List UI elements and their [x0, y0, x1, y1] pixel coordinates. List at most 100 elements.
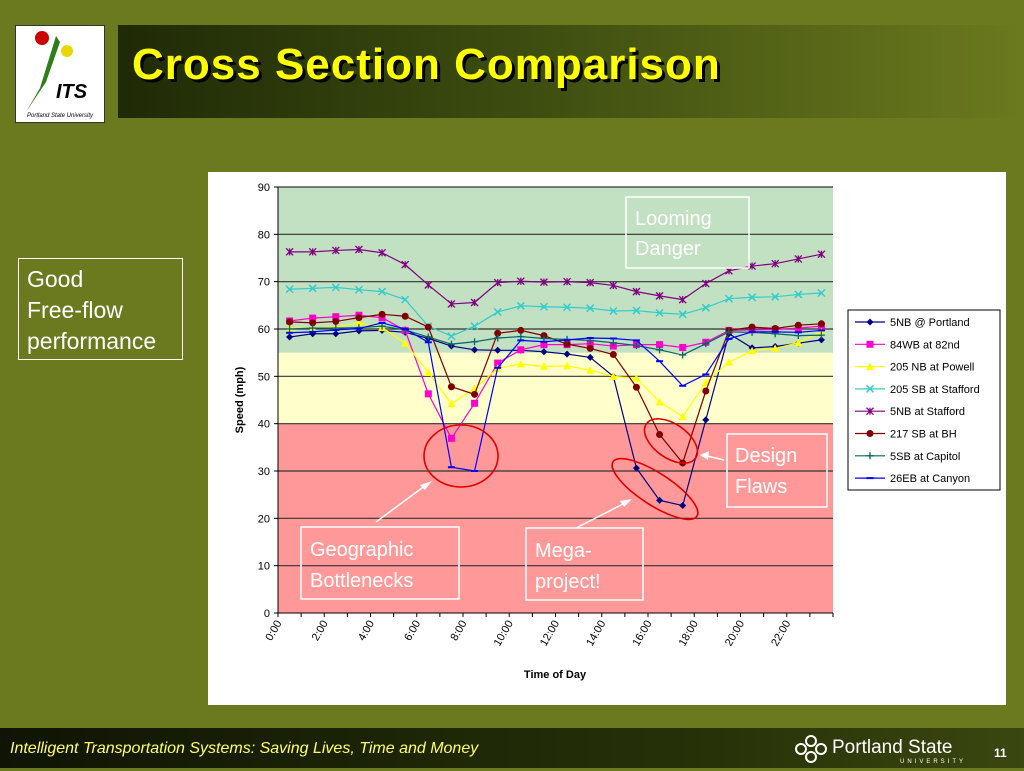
- legend-item: 205 SB at Stafford: [855, 384, 980, 396]
- data-point: [309, 324, 317, 332]
- series-line: [289, 325, 822, 356]
- data-point: [354, 285, 363, 294]
- x-tick-label: 10:00: [492, 619, 516, 649]
- data-point: [865, 384, 875, 393]
- data-point: [656, 431, 664, 439]
- arrow-bottleneck: [375, 484, 427, 523]
- annotation-line: Bottlenecks: [310, 570, 413, 592]
- data-point: [817, 336, 825, 344]
- data-point: [655, 397, 664, 406]
- data-point: [656, 360, 664, 363]
- arrow-head-design: [700, 451, 709, 460]
- series-3: [285, 283, 826, 341]
- legend-item: 205 NB at Powell: [855, 362, 974, 374]
- psu-subtext: UNIVERSITY: [900, 759, 966, 765]
- data-point: [471, 390, 479, 398]
- data-point: [424, 341, 432, 344]
- data-point: [771, 292, 780, 301]
- data-point: [447, 466, 455, 469]
- data-point: [586, 336, 594, 339]
- data-point: [866, 477, 874, 480]
- y-tick-label: 10: [258, 561, 270, 573]
- arrow-head-mega: [620, 499, 632, 507]
- data-point: [748, 346, 757, 355]
- data-point: [817, 331, 825, 339]
- data-point: [655, 291, 664, 300]
- data-point: [516, 277, 525, 286]
- data-point: [817, 288, 826, 298]
- data-point: [494, 334, 502, 342]
- data-point: [771, 325, 779, 333]
- data-point: [285, 285, 294, 294]
- data-point: [866, 430, 874, 437]
- data-point: [866, 452, 874, 460]
- its-logo: ITS Portland State University: [15, 25, 105, 123]
- series-5: [286, 310, 825, 467]
- data-point: [517, 326, 525, 334]
- data-point: [679, 351, 687, 359]
- data-point: [678, 310, 687, 319]
- legend: 5NB @ Portland 84WB at 82nd 205 NB at Powe…: [847, 309, 1001, 491]
- data-point: [332, 330, 340, 338]
- legend-item: 5NB @ Portland: [855, 317, 970, 329]
- data-point: [401, 339, 410, 347]
- data-point: [678, 412, 687, 421]
- footer-bar: [0, 728, 1024, 768]
- data-point: [866, 340, 874, 348]
- data-point: [424, 333, 432, 341]
- data-point: [517, 346, 525, 354]
- x-tick-label: 16:00: [630, 619, 654, 649]
- data-point: [702, 387, 710, 395]
- legend-label: 84WB at 82nd: [890, 339, 960, 351]
- data-point: [447, 434, 455, 442]
- data-point: [701, 303, 710, 312]
- legend-item: 5SB at Capitol: [855, 451, 960, 463]
- legend-item: 217 SB at BH: [855, 429, 957, 441]
- data-point: [724, 358, 733, 366]
- x-tick-label: 2:00: [310, 619, 331, 644]
- its-logo-graphic: ITS Portland State University: [26, 31, 94, 119]
- data-point: [609, 339, 617, 347]
- psu-emblem-icon: [795, 735, 827, 763]
- data-point: [678, 295, 687, 304]
- data-point: [794, 331, 802, 334]
- x-tick-label: 6:00: [402, 619, 423, 644]
- data-point: [539, 278, 548, 287]
- data-point: [540, 341, 548, 349]
- psu-name: Portland State: [832, 737, 952, 758]
- data-point: [517, 333, 525, 341]
- data-point: [471, 399, 479, 407]
- annotation-design-flaws: Design Flaws: [726, 433, 828, 508]
- annotation-line: Geographic: [310, 539, 413, 561]
- data-point: [656, 346, 664, 354]
- y-tick-label: 40: [258, 419, 270, 431]
- data-point: [309, 319, 317, 327]
- data-point: [308, 247, 317, 256]
- data-point: [563, 350, 571, 358]
- series-4: [285, 245, 826, 308]
- data-point: [632, 287, 641, 296]
- annotation-line: Looming: [635, 208, 712, 230]
- logo-red-dot: [35, 31, 49, 45]
- x-tick-label: 12:00: [538, 619, 562, 649]
- highlight-ellipse-bottleneck: [423, 424, 499, 488]
- data-point: [470, 322, 479, 331]
- data-point: [748, 293, 757, 302]
- data-point: [563, 338, 571, 341]
- data-point: [494, 346, 502, 354]
- series-line: [289, 313, 822, 465]
- legend-label: 26EB at Canyon: [890, 473, 970, 485]
- arrow-head-bottleneck: [420, 481, 432, 490]
- data-point: [401, 260, 410, 269]
- data-point: [771, 259, 780, 268]
- logo-university-text: Portland State University: [27, 113, 94, 119]
- data-point: [494, 359, 502, 367]
- data-point: [586, 366, 595, 374]
- data-point: [679, 343, 687, 351]
- data-point: [563, 303, 572, 312]
- x-tick-label: 20:00: [723, 619, 747, 649]
- y-tick-label: 70: [258, 277, 270, 289]
- data-point: [354, 245, 363, 254]
- legend-label: 5NB @ Portland: [890, 317, 970, 329]
- annotation-looming-danger: Looming Danger: [625, 196, 750, 269]
